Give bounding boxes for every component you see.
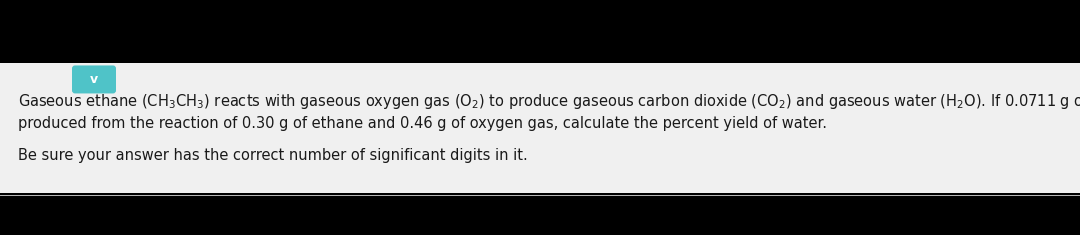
Text: produced from the reaction of 0.30 g of ethane and 0.46 g of oxygen gas, calcula: produced from the reaction of 0.30 g of …: [18, 116, 827, 131]
Text: v: v: [90, 73, 98, 86]
Text: Be sure your answer has the correct number of significant digits in it.: Be sure your answer has the correct numb…: [18, 148, 528, 163]
FancyBboxPatch shape: [0, 63, 1080, 193]
FancyBboxPatch shape: [72, 66, 116, 94]
Text: Gaseous ethane $\left(\mathrm{CH_3CH_3}\right)$ reacts with gaseous oxygen gas $: Gaseous ethane $\left(\mathrm{CH_3CH_3}\…: [18, 92, 1080, 111]
